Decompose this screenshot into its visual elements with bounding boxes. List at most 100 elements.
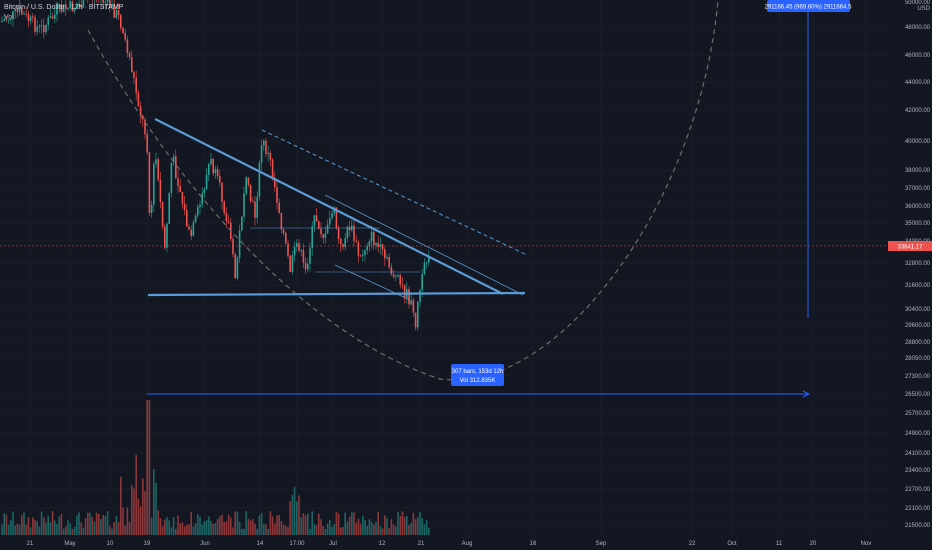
volume-bar [34, 520, 36, 535]
volume-bar [201, 524, 203, 535]
candle-body [280, 213, 283, 230]
drawings-layer[interactable] [0, 0, 888, 398]
candle-body [208, 164, 210, 175]
candle-body [32, 16, 34, 18]
volume-bar [285, 525, 287, 535]
price-tick-label: 22700.00 [905, 487, 931, 493]
volume-bar [423, 524, 426, 535]
volume-bar [181, 522, 184, 535]
candle-body [12, 10, 14, 20]
candle-body [60, 4, 63, 12]
symbol-exchange: BITSTAMP [88, 4, 124, 11]
volume-bar [89, 512, 91, 535]
candle-body [172, 156, 175, 163]
price-tick-label: 24100.00 [905, 451, 931, 457]
triangle-resistance-line[interactable] [154, 118, 504, 295]
candle-body [423, 262, 426, 274]
symbol-legend[interactable]: Bitcoin / U.S. Dollar · 12h · BITSTAMP [4, 4, 123, 11]
candle-body [161, 201, 164, 227]
volume-bar [71, 528, 74, 535]
candle-body [289, 255, 291, 272]
volume-bar [124, 525, 126, 535]
candle-body [322, 234, 324, 238]
date-range-badge[interactable]: 307 bars, 153d 12h Vol 312.835K [451, 364, 504, 386]
volume-bar [366, 525, 368, 535]
time-axis[interactable]: 21 May 10 19 Jun 14 17:00 Jul 12 21 Aug 16 Sep 22 Oct 1… [27, 541, 872, 547]
volume-bar [144, 491, 146, 535]
candle-body [192, 222, 195, 236]
candle-body [1, 20, 3, 22]
candle-body [388, 256, 390, 268]
price-axis[interactable]: USD 50000.00 48000.00 46000.00 44000.00 420… [905, 0, 931, 529]
candle-body [49, 16, 52, 18]
candle-body [401, 284, 404, 286]
candle-body [254, 201, 256, 218]
price-range-badge[interactable]: 291166.45 (969.60%) 2911664.5 [765, 0, 853, 12]
volume-bar [232, 527, 234, 535]
candle-body [364, 250, 366, 255]
volume-bar [32, 517, 34, 535]
candle-body [362, 254, 364, 256]
candle-body [186, 210, 188, 227]
candle-body [7, 19, 10, 21]
candle-body [109, 0, 111, 8]
time-tick-label: 12 [379, 541, 386, 547]
candle-body [287, 243, 289, 256]
volume-bar [179, 523, 181, 535]
volume-bar [166, 517, 168, 535]
volume-bar [234, 511, 236, 535]
volume-bar [7, 524, 10, 535]
current-price-text: 33641.17 [897, 244, 923, 250]
candle-body [320, 228, 322, 235]
date-range-arrow [802, 390, 811, 398]
volume-bar [3, 513, 5, 535]
candle-body [428, 257, 430, 263]
volume-bars [1, 400, 430, 535]
candle-body [291, 255, 294, 272]
volume-bar [146, 400, 148, 535]
price-tick-label: 46000.00 [905, 53, 931, 59]
candle-body [80, 4, 82, 8]
candle-body [190, 229, 192, 236]
candle-body [219, 176, 221, 183]
volume-bar [269, 511, 272, 535]
volume-bar [340, 527, 342, 535]
volume-bar [227, 514, 230, 535]
candle-body [366, 246, 368, 251]
volume-bar [23, 512, 25, 535]
volume-bar [199, 516, 201, 535]
volume-bar [238, 521, 241, 535]
triangle-support-line[interactable] [147, 291, 526, 297]
volume-bar [58, 516, 60, 535]
volume-bar [258, 515, 261, 535]
channel-line-upper[interactable] [324, 194, 524, 296]
price-axis-top-label: 50000.00 [905, 0, 931, 6]
volume-bar [241, 528, 243, 535]
candle-body [212, 158, 214, 174]
candle-body [168, 192, 170, 224]
candle-body [170, 162, 173, 193]
price-tick-label: 24900.00 [905, 431, 931, 437]
volume-bar [73, 527, 76, 535]
projection-arc[interactable] [87, 0, 719, 381]
price-tick-label: 28800.00 [905, 340, 931, 346]
channel-line-lower[interactable] [334, 264, 411, 301]
volume-bar [373, 524, 375, 535]
volume-bar [223, 522, 225, 535]
chart-grid [0, 0, 888, 535]
volume-bar [84, 518, 87, 535]
candle-body [188, 226, 190, 230]
volume-legend[interactable]: Vol [4, 14, 14, 21]
volume-bar [16, 523, 19, 535]
volume-bar [56, 524, 58, 535]
candle-body [144, 119, 146, 135]
volume-bar [25, 524, 27, 535]
volume-bar [161, 526, 164, 535]
candle-body [148, 152, 151, 213]
time-tick-label: 10 [107, 541, 114, 547]
candle-body [326, 224, 329, 234]
volume-bar [344, 512, 346, 535]
volume-bar [300, 517, 302, 535]
candle-body [164, 226, 166, 248]
